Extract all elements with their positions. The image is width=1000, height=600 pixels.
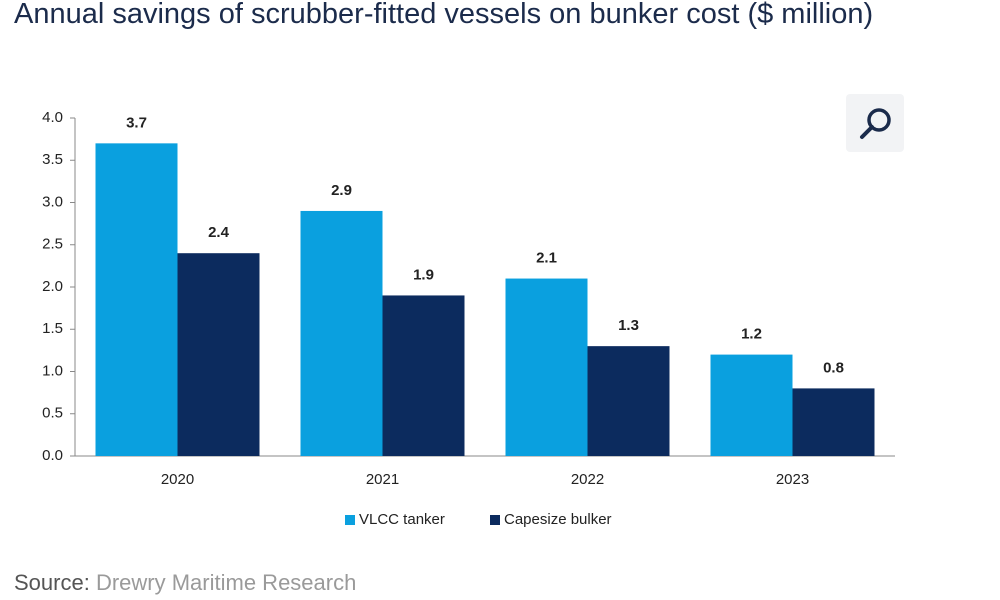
y-tick-label: 2.5 [42,236,63,253]
y-tick-label: 3.0 [42,193,63,210]
y-tick-label: 2.0 [42,278,63,295]
y-tick-label: 1.0 [42,362,63,379]
y-tick-label: 0.5 [42,405,63,422]
search-icon [867,108,891,132]
bar [95,143,178,456]
search-icon [860,125,874,139]
y-tick-label: 3.5 [42,151,63,168]
data-label: 1.2 [741,326,762,343]
legend-swatch [345,515,355,525]
data-label: 2.1 [536,250,557,267]
bar [710,354,793,456]
x-tick-label: 2021 [366,471,399,488]
y-tick-label: 0.0 [42,447,63,464]
legend-swatch [490,515,500,525]
bar [505,278,588,456]
data-label: 3.7 [126,114,147,131]
data-label: 0.8 [823,359,844,376]
data-label: 2.4 [208,224,230,241]
bar [587,346,670,456]
bar [792,388,875,456]
source-label: Source: [14,570,90,595]
search-button[interactable] [846,94,904,152]
source: Source: Drewry Maritime Research [14,570,356,596]
y-tick-label: 4.0 [42,109,63,126]
data-label: 1.3 [618,317,639,334]
source-text: Drewry Maritime Research [95,570,357,595]
legend-label: VLCC tanker [359,511,445,528]
x-tick-label: 2022 [571,471,604,488]
bar [177,253,260,456]
x-tick-label: 2023 [776,471,809,488]
bar [382,295,465,456]
x-tick-label: 2020 [161,471,194,488]
legend-label: Capesize bulker [504,511,612,528]
data-label: 1.9 [413,266,434,283]
chart-title: Annual savings of scrubber-fitted vessel… [14,0,874,30]
bar [300,210,383,456]
y-tick-label: 1.5 [42,320,63,337]
data-label: 2.9 [331,182,352,199]
